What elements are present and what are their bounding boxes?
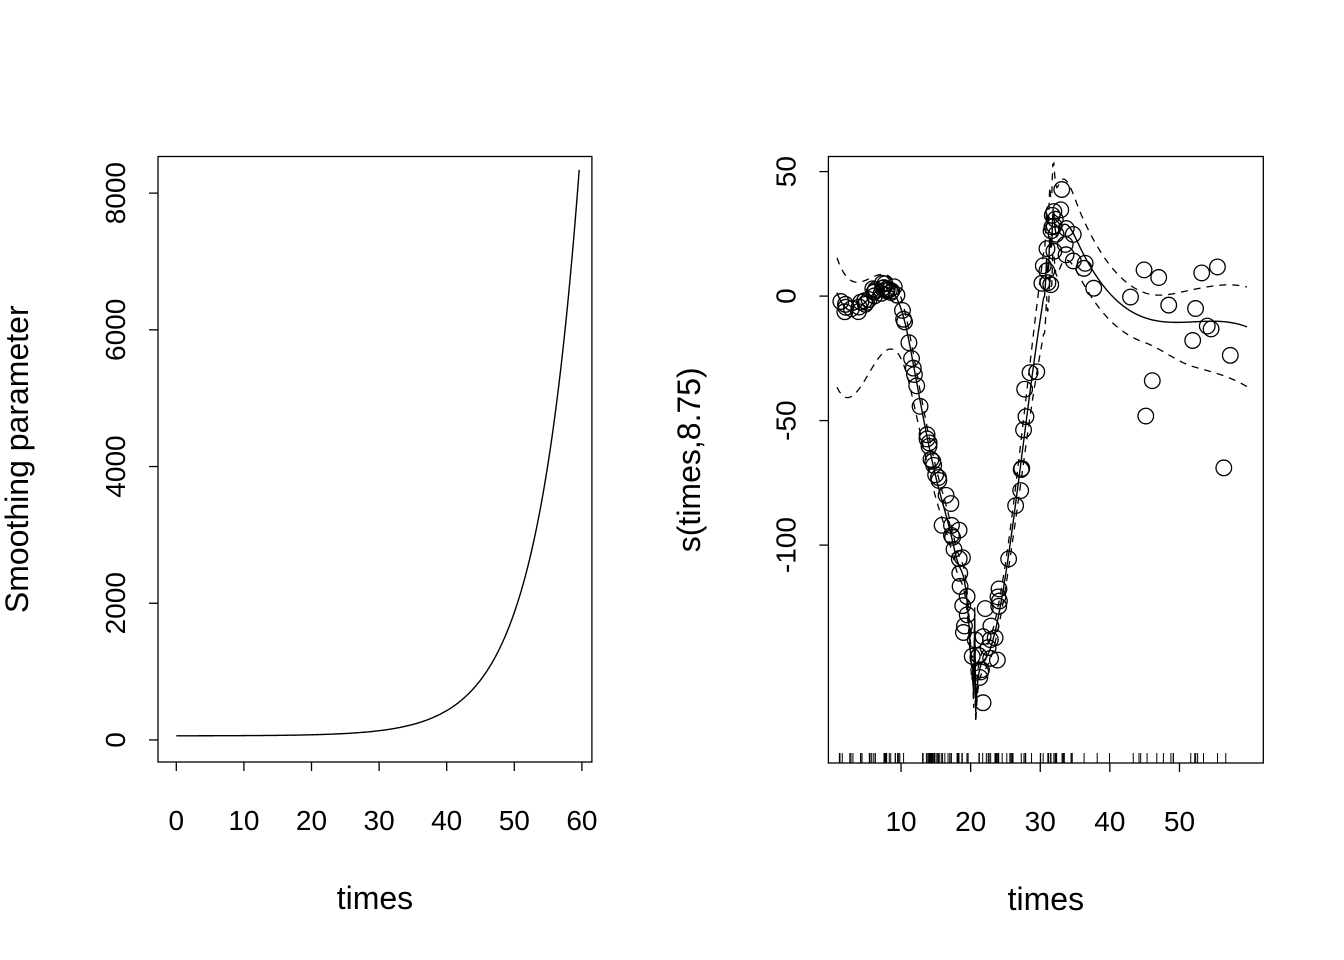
svg-text:times: times (1008, 881, 1084, 917)
svg-text:times: times (337, 880, 413, 916)
svg-text:40: 40 (1094, 806, 1125, 837)
svg-text:50: 50 (770, 156, 801, 187)
svg-text:10: 10 (885, 806, 916, 837)
svg-text:-50: -50 (770, 400, 801, 440)
svg-text:10: 10 (228, 805, 259, 836)
svg-text:6000: 6000 (100, 299, 131, 361)
svg-text:50: 50 (1164, 806, 1195, 837)
svg-text:-100: -100 (770, 517, 801, 573)
svg-text:50: 50 (499, 805, 530, 836)
svg-text:20: 20 (955, 806, 986, 837)
svg-text:20: 20 (296, 805, 327, 836)
svg-text:0: 0 (100, 732, 131, 748)
svg-text:30: 30 (1025, 806, 1056, 837)
svg-text:s(times,8.75): s(times,8.75) (671, 367, 707, 552)
svg-text:30: 30 (364, 805, 395, 836)
svg-text:Smoothing parameter: Smoothing parameter (0, 305, 35, 613)
svg-text:40: 40 (431, 805, 462, 836)
svg-text:2000: 2000 (100, 572, 131, 634)
svg-text:0: 0 (169, 805, 185, 836)
svg-text:60: 60 (566, 805, 597, 836)
svg-text:4000: 4000 (100, 435, 131, 497)
svg-text:0: 0 (770, 288, 801, 304)
svg-text:8000: 8000 (100, 162, 131, 224)
